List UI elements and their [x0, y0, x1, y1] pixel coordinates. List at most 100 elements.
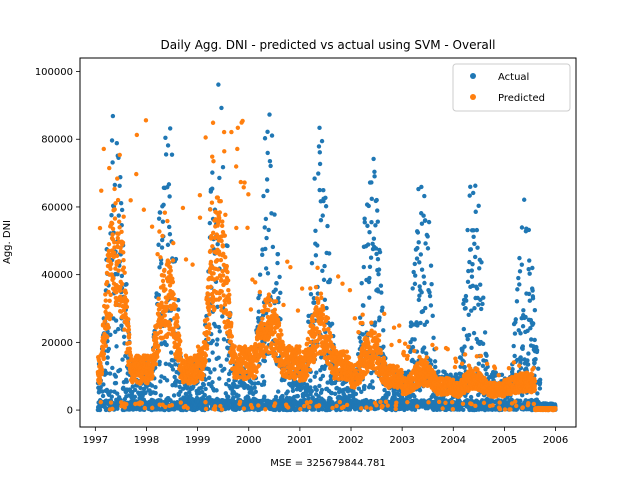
predicted-point	[203, 406, 209, 412]
predicted-point	[177, 347, 183, 352]
actual-point	[317, 187, 322, 193]
actual-point	[415, 230, 421, 235]
actual-point	[433, 364, 438, 370]
actual-point	[166, 182, 172, 187]
actual-point	[312, 300, 317, 305]
actual-point	[253, 389, 258, 394]
predicted-point	[220, 244, 226, 249]
actual-point	[114, 344, 119, 349]
actual-point	[109, 138, 115, 143]
predicted-point	[101, 351, 107, 357]
actual-point	[153, 385, 158, 390]
predicted-point	[101, 146, 106, 152]
actual-point	[213, 324, 218, 329]
predicted-point	[272, 307, 278, 312]
actual-point	[132, 387, 138, 393]
actual-point	[414, 256, 420, 261]
actual-point	[263, 246, 268, 252]
predicted-point	[269, 341, 274, 346]
actual-point	[306, 395, 311, 401]
actual-point	[416, 240, 421, 245]
predicted-point	[218, 304, 224, 309]
predicted-point	[119, 281, 125, 287]
predicted-point	[206, 330, 212, 335]
predicted-point	[122, 327, 127, 332]
actual-point	[191, 384, 196, 390]
actual-point	[376, 267, 382, 272]
predicted-point	[215, 267, 221, 272]
predicted-point	[305, 373, 310, 378]
predicted-point	[111, 276, 116, 281]
predicted-point	[219, 407, 225, 412]
actual-point	[411, 269, 416, 275]
actual-point	[318, 217, 324, 223]
predicted-point	[103, 292, 108, 297]
predicted-point	[234, 225, 239, 231]
actual-point	[525, 358, 530, 363]
predicted-point	[156, 348, 162, 353]
actual-point	[167, 194, 172, 199]
actual-point	[200, 389, 205, 395]
actual-point	[115, 406, 120, 411]
predicted-point	[228, 312, 233, 317]
predicted-point	[134, 171, 139, 177]
actual-point	[469, 268, 475, 273]
actual-point	[527, 298, 532, 303]
predicted-point	[168, 268, 173, 273]
actual-point	[107, 371, 113, 376]
actual-point	[153, 390, 158, 396]
actual-point	[280, 393, 285, 399]
actual-point	[374, 197, 379, 203]
actual-point	[263, 266, 269, 271]
predicted-point	[217, 210, 222, 215]
actual-point	[270, 244, 276, 250]
predicted-point	[220, 273, 226, 278]
actual-point	[321, 277, 327, 283]
actual-point	[104, 370, 109, 376]
actual-point	[167, 231, 173, 237]
actual-point	[428, 303, 434, 308]
actual-point	[476, 302, 481, 307]
predicted-point	[98, 364, 104, 369]
actual-point	[277, 274, 282, 280]
predicted-point	[124, 304, 130, 310]
actual-point	[377, 249, 383, 255]
actual-point	[165, 143, 171, 148]
predicted-point	[159, 300, 164, 306]
actual-point	[419, 184, 424, 190]
actual-point	[156, 216, 162, 221]
actual-point	[220, 165, 226, 170]
actual-point	[325, 223, 330, 229]
predicted-point	[248, 307, 254, 312]
actual-point	[430, 313, 435, 319]
actual-point	[275, 251, 281, 257]
actual-point	[532, 308, 538, 313]
actual-point	[159, 261, 164, 266]
predicted-point	[156, 312, 161, 317]
actual-point	[176, 307, 181, 312]
actual-point	[252, 385, 257, 390]
actual-point	[537, 386, 543, 391]
predicted-point	[110, 232, 115, 237]
predicted-point	[107, 165, 112, 171]
predicted-point	[109, 261, 114, 266]
predicted-point	[220, 269, 225, 274]
predicted-point	[298, 406, 303, 412]
predicted-point	[141, 207, 147, 212]
actual-point	[369, 180, 374, 185]
predicted-point	[109, 221, 115, 226]
predicted-point	[257, 289, 263, 295]
actual-point	[532, 337, 537, 343]
actual-point	[376, 272, 381, 277]
predicted-point	[308, 339, 313, 345]
actual-point	[214, 342, 220, 347]
predicted-point	[233, 164, 239, 169]
actual-point	[216, 324, 222, 330]
actual-point	[407, 394, 413, 400]
actual-point	[163, 361, 169, 367]
predicted-point	[254, 369, 259, 374]
actual-point	[313, 228, 318, 233]
predicted-point	[208, 259, 214, 265]
actual-point	[518, 357, 524, 363]
predicted-point	[127, 346, 132, 351]
